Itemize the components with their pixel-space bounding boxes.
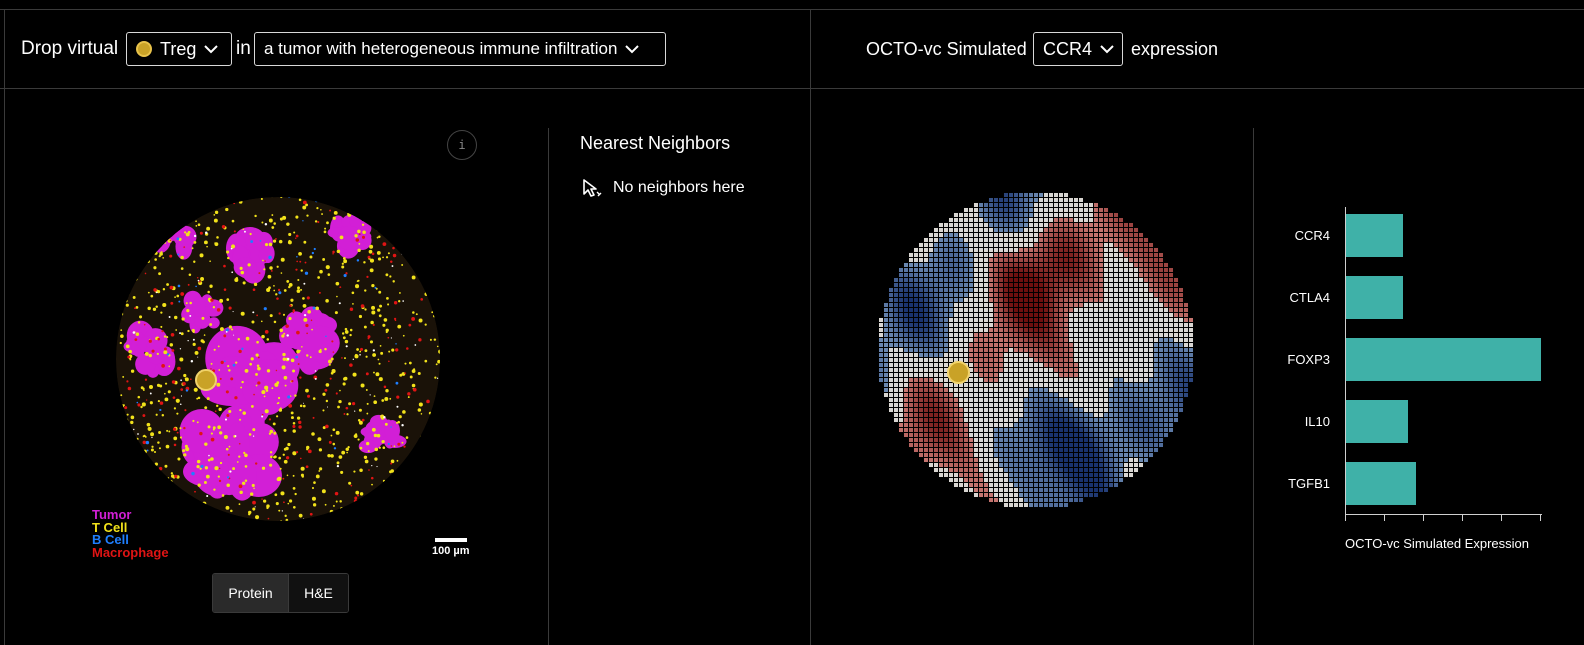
scale-bar-label: 100 µm (432, 545, 470, 557)
x-tick (1423, 514, 1424, 521)
center-divider (810, 9, 811, 645)
header-prefix: Drop virtual (21, 38, 119, 59)
header-divider (0, 88, 1584, 89)
protein-view-button[interactable]: Protein (213, 574, 288, 612)
cell-type-dropdown[interactable]: Treg (126, 32, 232, 66)
legend-item-b-cell: B Cell (92, 532, 129, 547)
x-tick (1501, 514, 1502, 521)
left-edge-divider (4, 9, 5, 645)
chart-divider (1253, 128, 1254, 645)
chevron-down-icon (625, 44, 640, 54)
chart-x-axis-label: OCTO-vc Simulated Expression (1345, 536, 1529, 551)
header-connector: in (236, 38, 251, 59)
cursor-click-icon (581, 177, 603, 204)
bar-ctla4[interactable] (1346, 276, 1403, 319)
bar-tgfb1[interactable] (1346, 462, 1417, 505)
he-view-button[interactable]: H&E (288, 574, 348, 612)
bar-label-il10: IL10 (1304, 413, 1330, 429)
bar-label-foxp3: FOXP3 (1287, 351, 1330, 367)
context-value: a tumor with heterogeneous immune infilt… (264, 39, 618, 58)
simulated-prefix: OCTO-vc Simulated (866, 39, 1027, 59)
bar-foxp3[interactable] (1346, 338, 1541, 381)
cell-marker-icon (136, 41, 152, 57)
virtual-cell-marker-sim[interactable] (947, 361, 970, 384)
gene-dropdown[interactable]: CCR4 (1033, 32, 1123, 66)
tissue-image[interactable] (112, 193, 444, 525)
x-tick (1462, 514, 1463, 521)
bar-label-tgfb1: TGFB1 (1288, 475, 1330, 491)
no-neighbors-message: No neighbors here (613, 179, 745, 196)
chart-x-axis (1345, 514, 1542, 515)
legend-item-tumor: Tumor (92, 507, 132, 522)
chevron-down-icon (204, 44, 219, 54)
gene-value: CCR4 (1043, 38, 1093, 59)
view-toggle: Protein H&E (212, 573, 349, 613)
legend-item-t-cell: T Cell (92, 520, 128, 535)
top-border (0, 9, 1584, 10)
x-tick (1345, 514, 1346, 521)
neighbors-divider (548, 128, 549, 645)
bar-label-ccr4: CCR4 (1294, 227, 1330, 243)
simulated-suffix: expression (1131, 39, 1219, 59)
neighbors-title: Nearest Neighbors (580, 133, 731, 153)
bar-il10[interactable] (1346, 400, 1409, 443)
info-button[interactable]: i (447, 130, 477, 160)
bar-label-ctla4: CTLA4 (1289, 289, 1330, 305)
legend-item-macrophage: Macrophage (92, 545, 169, 560)
chevron-down-icon (1100, 44, 1114, 54)
context-dropdown[interactable]: a tumor with heterogeneous immune infilt… (254, 32, 666, 66)
bar-ccr4[interactable] (1346, 214, 1403, 257)
chart-y-axis (1345, 207, 1346, 520)
scale-bar-line (435, 538, 467, 542)
cell-type-value: Treg (160, 38, 197, 59)
virtual-cell-marker[interactable] (195, 369, 217, 391)
x-tick (1384, 514, 1385, 521)
x-tick (1540, 514, 1541, 521)
simulated-expression-map[interactable] (872, 186, 1196, 510)
